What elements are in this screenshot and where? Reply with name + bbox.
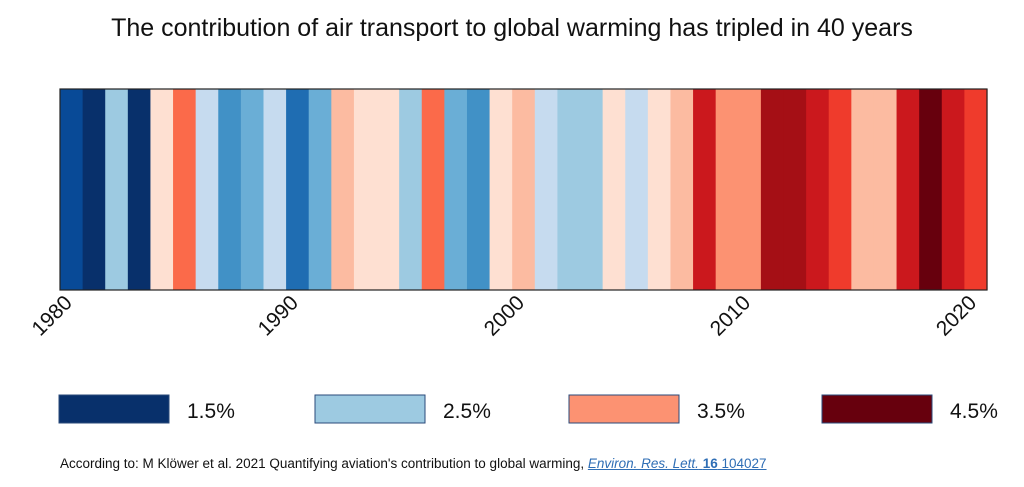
stripe-2015: [851, 89, 875, 290]
stripe-2000: [512, 89, 536, 290]
stripe-2014: [828, 89, 852, 290]
legend: 1.5% 2.5% 3.5% 4.5%: [58, 394, 998, 424]
chart-title: The contribution of air transport to glo…: [111, 14, 913, 42]
legend-swatch-3: [568, 394, 680, 424]
legend-swatch-1: [58, 394, 170, 424]
source-citation: According to: M Klöwer et al. 2021 Quant…: [60, 456, 767, 471]
stripe-2010: [738, 89, 762, 290]
stripe-2016: [873, 89, 898, 290]
stripe-2019: [941, 89, 965, 290]
legend-label-4: 4.5%: [950, 400, 998, 423]
stripe-2018: [919, 89, 943, 290]
legend-label-2: 2.5%: [443, 400, 491, 423]
source-link[interactable]: Environ. Res. Lett. 16 104027: [588, 456, 767, 471]
stripe-1980: [60, 89, 84, 290]
stripe-1986: [195, 89, 219, 290]
stripe-1984: [150, 89, 174, 290]
stripe-2020: [964, 89, 988, 290]
source-volume: 16: [702, 456, 718, 471]
stripe-2011: [760, 89, 785, 290]
stripe-1985: [173, 89, 197, 290]
stripe-2009: [715, 89, 739, 290]
x-tick-1990: 1990: [254, 291, 303, 340]
stripe-1999: [489, 89, 513, 290]
x-tick-2020: 2020: [932, 291, 981, 340]
stripe-1993: [353, 89, 378, 290]
stripe-2006: [647, 89, 672, 290]
warming-stripes-chart: 1980 1990 2000 2010 2020 1.5% 2.5% 3.5% 4.5%: [28, 88, 998, 424]
x-tick-2000: 2000: [480, 291, 529, 340]
x-tick-1980: 1980: [28, 291, 77, 340]
stripe-2017: [896, 89, 920, 290]
legend-label-3: 3.5%: [697, 400, 745, 423]
stripe-1996: [421, 89, 445, 290]
source-prefix: According to: M Klöwer et al. 2021 Quant…: [60, 456, 588, 471]
stripe-2001: [534, 89, 559, 290]
stripe-1992: [331, 89, 355, 290]
stripe-1982: [105, 89, 129, 290]
stripe-2008: [693, 89, 717, 290]
stripe-2004: [602, 89, 626, 290]
legend-swatch-2: [314, 394, 426, 424]
stripe-1991: [308, 89, 332, 290]
stripe-1998: [466, 89, 491, 290]
source-journal: Environ. Res. Lett.: [587, 456, 699, 471]
stripe-1988: [240, 89, 265, 290]
stripes-group: [60, 89, 988, 290]
legend-swatch-4: [821, 394, 933, 424]
plot-frame: [59, 88, 988, 291]
stripe-2003: [580, 89, 604, 290]
source-article: 104027: [717, 456, 767, 471]
stripe-1981: [82, 89, 106, 290]
stripe-1990: [286, 89, 310, 290]
stripe-2002: [557, 89, 581, 290]
stripe-2007: [670, 89, 694, 290]
stripe-1995: [399, 89, 423, 290]
stripe-1987: [218, 89, 242, 290]
stripe-1989: [263, 89, 287, 290]
stripe-2013: [806, 89, 830, 290]
stripe-2005: [625, 89, 649, 290]
x-tick-2010: 2010: [706, 291, 755, 340]
legend-label-1: 1.5%: [187, 400, 235, 423]
stripe-2012: [783, 89, 807, 290]
stripe-1983: [127, 89, 152, 290]
x-tick-labels: 1980 1990 2000 2010 2020: [28, 291, 982, 340]
stripe-1997: [444, 89, 468, 290]
stripe-1994: [376, 89, 400, 290]
